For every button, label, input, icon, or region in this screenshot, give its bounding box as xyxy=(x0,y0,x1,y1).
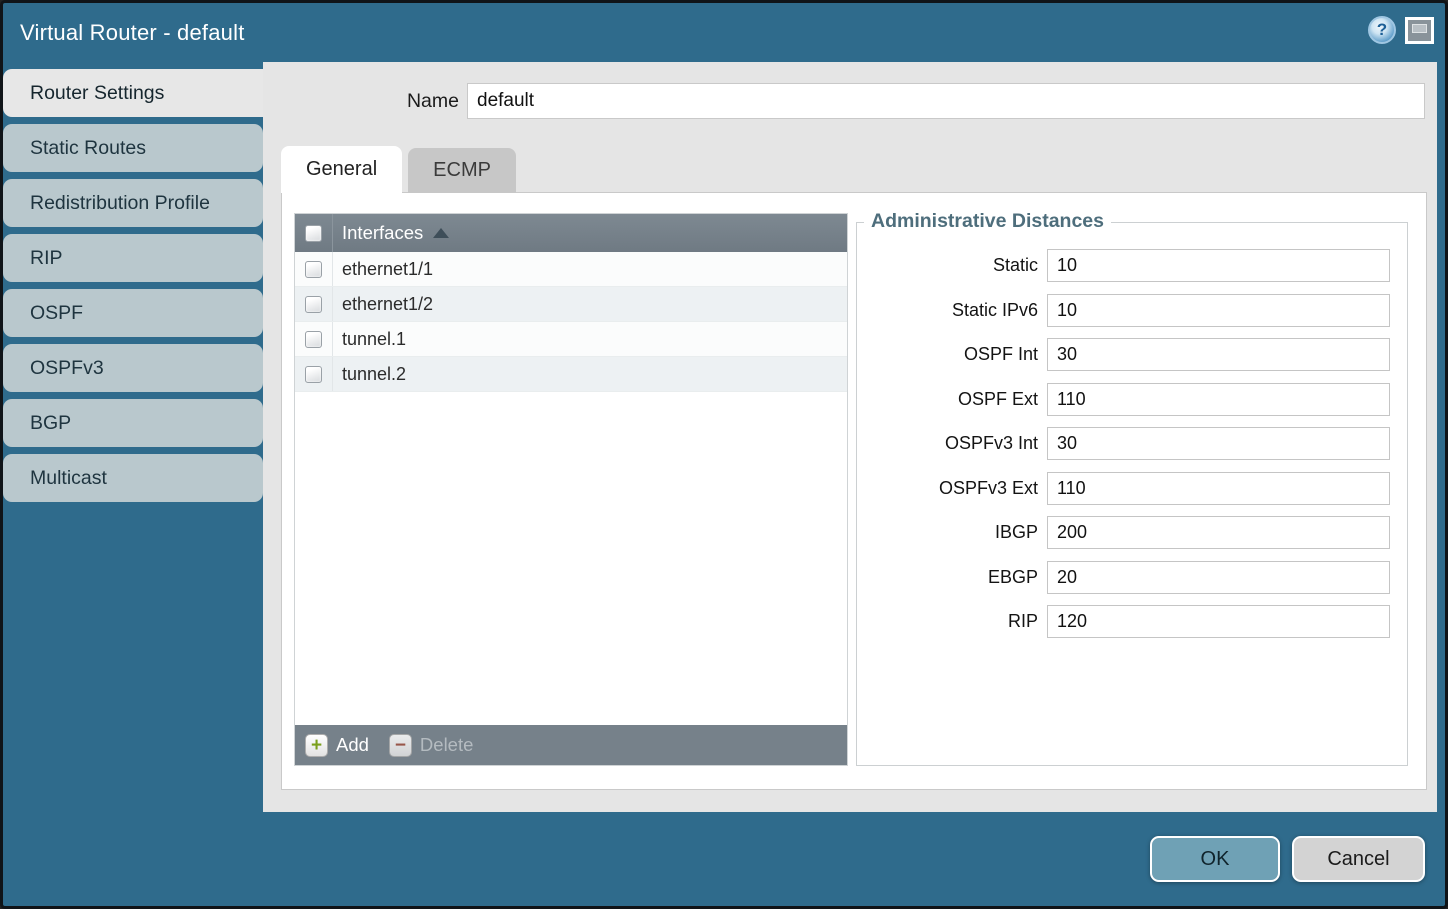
help-icon[interactable]: ? xyxy=(1368,16,1396,44)
row-checkbox[interactable] xyxy=(305,330,322,348)
sidebar-item-router-settings[interactable]: Router Settings xyxy=(3,69,263,117)
interfaces-column-header: Interfaces xyxy=(342,222,424,243)
dialog-title: Virtual Router - default xyxy=(20,20,245,45)
table-row[interactable]: tunnel.1 xyxy=(295,322,847,357)
field-row-static-ipv6: Static IPv6 xyxy=(857,293,1407,327)
field-row-static: Static xyxy=(857,249,1407,282)
interface-name: ethernet1/2 xyxy=(342,293,434,314)
delete-button[interactable]: − Delete xyxy=(388,733,474,757)
ospfv3-ext-input[interactable] xyxy=(1047,471,1390,505)
tab-bar: General ECMP xyxy=(281,146,516,193)
table-row[interactable]: ethernet1/1 xyxy=(295,252,847,287)
sidebar-item-static-routes[interactable]: Static Routes xyxy=(3,124,263,172)
ospf-ext-input[interactable] xyxy=(1047,382,1390,416)
dialog-body: Router Settings Static Routes Redistribu… xyxy=(3,62,1445,906)
tab-general[interactable]: General xyxy=(281,146,403,193)
help-icon-glyph: ? xyxy=(1376,20,1388,39)
router-settings-page: Name General ECMP Interface xyxy=(263,62,1437,812)
static-ipv6-label: Static IPv6 xyxy=(951,299,1038,320)
rip-input[interactable] xyxy=(1047,605,1390,638)
grid-empty-area xyxy=(295,392,847,725)
interfaces-grid: Interfaces ethernet1/1 xyxy=(294,213,848,766)
name-label: Name xyxy=(406,90,459,112)
row-checkbox[interactable] xyxy=(305,365,322,383)
field-row-ospf-int: OSPF Int xyxy=(857,338,1407,371)
field-row-ospfv3-ext: OSPFv3 Ext xyxy=(857,471,1407,505)
field-row-ebgp: EBGP xyxy=(857,560,1407,594)
ibgp-label: IBGP xyxy=(994,522,1038,542)
admin-distances-fields: Static Static IPv6 OSPF Int xyxy=(857,223,1407,638)
sort-ascending-icon xyxy=(433,228,450,238)
field-row-ospfv3-int: OSPFv3 Int xyxy=(857,427,1407,460)
interface-name: tunnel.2 xyxy=(342,363,407,384)
add-button-label: Add xyxy=(336,734,369,755)
ospfv3-int-label: OSPFv3 Int xyxy=(944,433,1038,453)
field-row-rip: RIP xyxy=(857,605,1407,638)
minus-icon: − xyxy=(388,733,412,757)
dialog-titlebar: Virtual Router - default ? xyxy=(3,3,1445,62)
row-checkbox[interactable] xyxy=(305,295,322,313)
sidebar-item-redistribution-profile[interactable]: Redistribution Profile xyxy=(3,179,263,227)
main-column: Name General ECMP Interface xyxy=(263,62,1445,906)
sidebar-item-multicast[interactable]: Multicast xyxy=(3,454,263,502)
row-checkbox-cell xyxy=(295,287,333,321)
interface-name: tunnel.1 xyxy=(342,328,407,349)
rip-label: RIP xyxy=(1007,611,1038,631)
cancel-button[interactable]: Cancel xyxy=(1292,836,1425,882)
sidebar-item-bgp[interactable]: BGP xyxy=(3,399,263,447)
ospf-int-input[interactable] xyxy=(1047,338,1390,371)
static-label: Static xyxy=(992,255,1038,275)
tab-ecmp[interactable]: ECMP xyxy=(408,148,516,193)
delete-button-label: Delete xyxy=(419,734,474,755)
interfaces-grid-header[interactable]: Interfaces xyxy=(295,214,847,252)
plus-icon: + xyxy=(305,733,328,757)
maximize-icon[interactable] xyxy=(1405,16,1434,44)
row-checkbox-cell xyxy=(295,357,333,391)
field-row-ospf-ext: OSPF Ext xyxy=(857,382,1407,416)
sidebar-item-ospfv3[interactable]: OSPFv3 xyxy=(3,344,263,392)
ospf-ext-label: OSPF Ext xyxy=(957,388,1038,409)
admin-distances-fieldset: Administrative Distances Static Static I… xyxy=(856,210,1408,766)
name-input[interactable] xyxy=(467,83,1425,119)
ospfv3-int-input[interactable] xyxy=(1047,427,1390,460)
row-checkbox-cell xyxy=(295,252,333,286)
sidebar-item-rip[interactable]: RIP xyxy=(3,234,263,282)
table-row[interactable]: ethernet1/2 xyxy=(295,287,847,322)
ebgp-label: EBGP xyxy=(987,566,1038,587)
ibgp-input[interactable] xyxy=(1047,516,1390,549)
row-checkbox[interactable] xyxy=(305,260,322,278)
ok-button[interactable]: OK xyxy=(1150,836,1280,882)
row-checkbox-cell xyxy=(295,322,333,356)
general-tab-panel: Interfaces ethernet1/1 xyxy=(281,192,1427,790)
dialog-footer: OK Cancel xyxy=(263,812,1445,906)
add-button[interactable]: + Add xyxy=(305,733,369,757)
maximize-icon-inner xyxy=(1412,24,1427,33)
sidebar-item-ospf[interactable]: OSPF xyxy=(3,289,263,337)
ospfv3-ext-label: OSPFv3 Ext xyxy=(938,477,1038,498)
ebgp-input[interactable] xyxy=(1047,560,1390,594)
admin-distances-legend: Administrative Distances xyxy=(864,210,1112,233)
table-row[interactable]: tunnel.2 xyxy=(295,357,847,392)
static-ipv6-input[interactable] xyxy=(1047,293,1390,327)
static-input[interactable] xyxy=(1047,249,1390,282)
field-row-ibgp: IBGP xyxy=(857,516,1407,549)
sidebar: Router Settings Static Routes Redistribu… xyxy=(3,62,263,906)
select-all-cell xyxy=(295,214,333,252)
grid-toolbar: + Add − Delete xyxy=(295,725,847,765)
select-all-checkbox[interactable] xyxy=(305,224,322,242)
titlebar-icons: ? xyxy=(1368,16,1434,44)
ospf-int-label: OSPF Int xyxy=(963,344,1038,364)
interface-name: ethernet1/1 xyxy=(342,258,434,279)
